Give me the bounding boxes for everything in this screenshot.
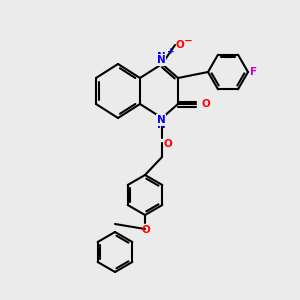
Text: O: O <box>142 225 150 235</box>
Text: O: O <box>201 99 210 109</box>
Text: F: F <box>250 67 257 77</box>
Text: N: N <box>157 115 165 125</box>
Text: −: − <box>184 36 193 46</box>
Text: N: N <box>157 120 165 130</box>
Text: +: + <box>167 47 175 56</box>
Text: N: N <box>157 52 165 62</box>
Text: N: N <box>157 55 165 65</box>
Text: O: O <box>176 40 185 50</box>
Text: O: O <box>163 139 172 149</box>
